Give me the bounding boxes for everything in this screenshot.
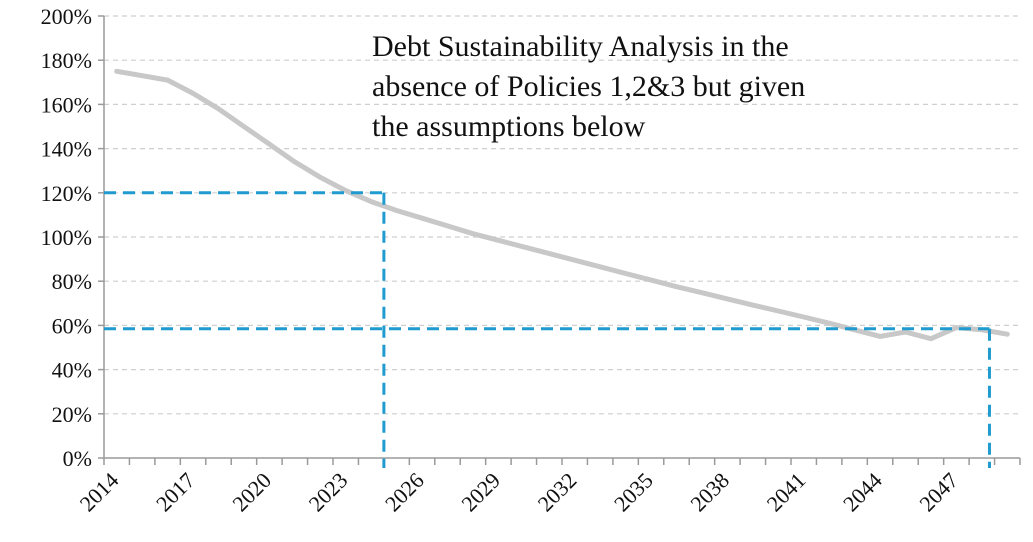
- y-tick-label: 0%: [63, 446, 92, 471]
- x-tick-label: 2023: [304, 468, 353, 517]
- x-tick-label: 2047: [914, 468, 963, 517]
- x-tick-label: 2029: [456, 468, 505, 517]
- x-tick-label: 2038: [685, 468, 734, 517]
- chart-annotation-line: Debt Sustainability Analysis in the: [372, 30, 789, 63]
- y-tick-label: 160%: [41, 92, 92, 117]
- y-tick-label: 20%: [52, 402, 92, 427]
- y-tick-label: 180%: [41, 48, 92, 73]
- y-tick-label: 60%: [52, 313, 92, 338]
- x-tick-label: 2035: [609, 468, 658, 517]
- gridlines: [98, 15, 1020, 459]
- chart-annotation-line: the assumptions below: [372, 110, 646, 143]
- y-tick-label: 80%: [52, 269, 92, 294]
- x-tick-label: 2014: [75, 468, 124, 517]
- y-tick-label: 200%: [41, 4, 92, 29]
- y-tick-label: 40%: [52, 358, 92, 383]
- x-tick-label: 2044: [838, 468, 887, 517]
- x-tick-label: 2032: [533, 468, 582, 517]
- y-tick-label: 120%: [41, 181, 92, 206]
- chart-annotation-line: absence of Policies 1,2&3 but given: [372, 70, 805, 103]
- x-tick-label: 2041: [762, 468, 811, 517]
- y-tick-label: 140%: [41, 137, 92, 162]
- debt-ratio-line: [114, 68, 1010, 342]
- x-tick-label: 2020: [227, 468, 276, 517]
- x-tick-label: 2026: [380, 468, 429, 517]
- x-tick-label: 2017: [151, 468, 200, 517]
- y-tick-label: 100%: [41, 225, 92, 250]
- chart-annotation: Debt Sustainability Analysis in the absen…: [372, 30, 805, 143]
